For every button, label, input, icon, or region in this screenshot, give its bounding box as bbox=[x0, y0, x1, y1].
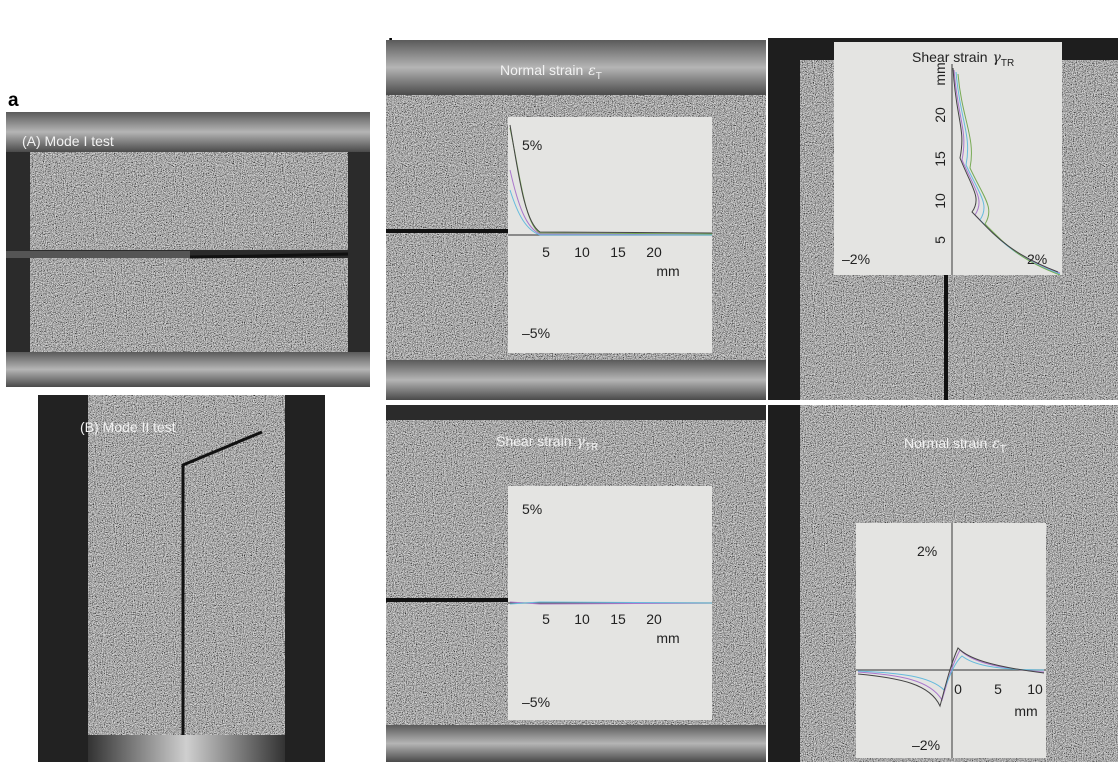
x-tick-label: 5 bbox=[542, 611, 550, 627]
x-unit: mm bbox=[656, 630, 679, 646]
x-tick-label: 5 bbox=[542, 244, 550, 260]
x-tick-label: 10 bbox=[1027, 681, 1043, 697]
text-part: Shear strain bbox=[912, 49, 987, 65]
x-tick-label: 15 bbox=[610, 244, 626, 260]
y-tick-label: 5 bbox=[932, 236, 948, 244]
y-label: –5% bbox=[522, 694, 550, 710]
text-part: Shear strain bbox=[496, 433, 571, 449]
text-part: TR bbox=[585, 442, 598, 453]
y-label: 5% bbox=[522, 501, 542, 517]
plot-title: Shear strain γTR bbox=[912, 49, 1014, 69]
x-tick-label: 15 bbox=[610, 611, 626, 627]
y-unit: mm bbox=[932, 62, 948, 85]
x-unit: mm bbox=[656, 263, 679, 279]
x-tick-label: 5 bbox=[994, 681, 1002, 697]
y-tick-label: 10 bbox=[932, 193, 948, 209]
photo: (A) Mode I test bbox=[6, 112, 370, 387]
caption: (B) Mode II test bbox=[80, 419, 176, 435]
text-part: T bbox=[1000, 444, 1006, 455]
text-part: γ bbox=[576, 434, 585, 450]
x-tick-label: 20 bbox=[646, 611, 662, 627]
x-tick-label: 0 bbox=[954, 681, 962, 697]
plot-title: Normal strain εT bbox=[500, 62, 602, 82]
plot-title: Shear strain γTR bbox=[496, 433, 598, 453]
text-part: Normal strain bbox=[904, 435, 987, 451]
y-label: 5% bbox=[522, 137, 542, 153]
plot: 5% –5% 5 10 15 20 mm bbox=[508, 117, 713, 353]
text-part: ε bbox=[992, 436, 1000, 452]
x-label: –2% bbox=[842, 251, 870, 267]
text-part: γ bbox=[992, 50, 1001, 66]
x-tick-label: 20 bbox=[646, 244, 662, 260]
x-tick-label: 10 bbox=[574, 611, 590, 627]
plot: 5% –5% 5 10 15 20 mm bbox=[508, 486, 713, 720]
y-label: –5% bbox=[522, 325, 550, 341]
text-part: ε bbox=[588, 63, 596, 79]
plot: 2% –2% 0 5 10 mm bbox=[856, 523, 1046, 758]
caption: (A) Mode I test bbox=[22, 133, 114, 149]
text-part: T bbox=[596, 71, 602, 82]
x-tick-label: 10 bbox=[574, 244, 590, 260]
y-label: 2% bbox=[917, 543, 937, 559]
x-unit: mm bbox=[1014, 703, 1037, 719]
text-part: Normal strain bbox=[500, 62, 583, 78]
photo: (B) Mode II test bbox=[38, 395, 325, 762]
x-label: 2% bbox=[1027, 251, 1047, 267]
panel-label: a bbox=[8, 90, 19, 111]
y-label: –2% bbox=[912, 737, 940, 753]
plot-title: Normal strain εT bbox=[904, 435, 1006, 455]
y-tick-label: 20 bbox=[932, 107, 948, 123]
y-tick-label: 15 bbox=[932, 151, 948, 167]
plot: Shear strain γTR mm 5 10 15 20 –2% 2% bbox=[834, 42, 1062, 276]
text-part: TR bbox=[1001, 58, 1014, 69]
